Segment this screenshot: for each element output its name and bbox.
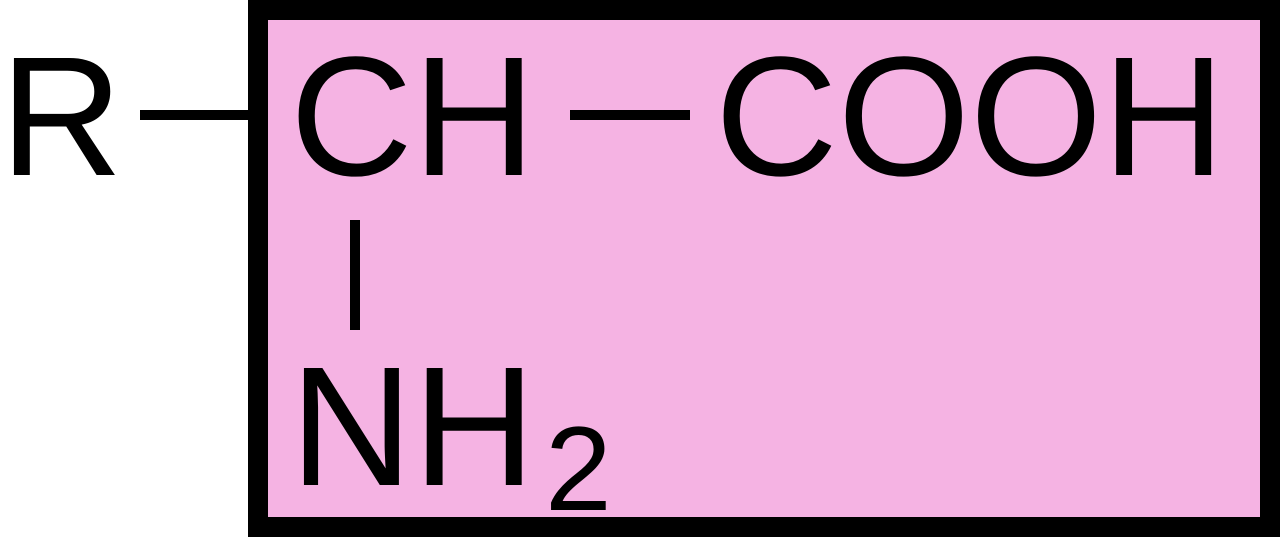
- nh-label: NH: [290, 332, 536, 522]
- chemical-structure-diagram: R CH COOH NH 2: [0, 0, 1280, 537]
- ch-label: CH: [290, 22, 536, 212]
- r-group-label: R: [0, 22, 123, 212]
- cooh-label: COOH: [715, 22, 1225, 212]
- nh-subscript: 2: [545, 402, 612, 536]
